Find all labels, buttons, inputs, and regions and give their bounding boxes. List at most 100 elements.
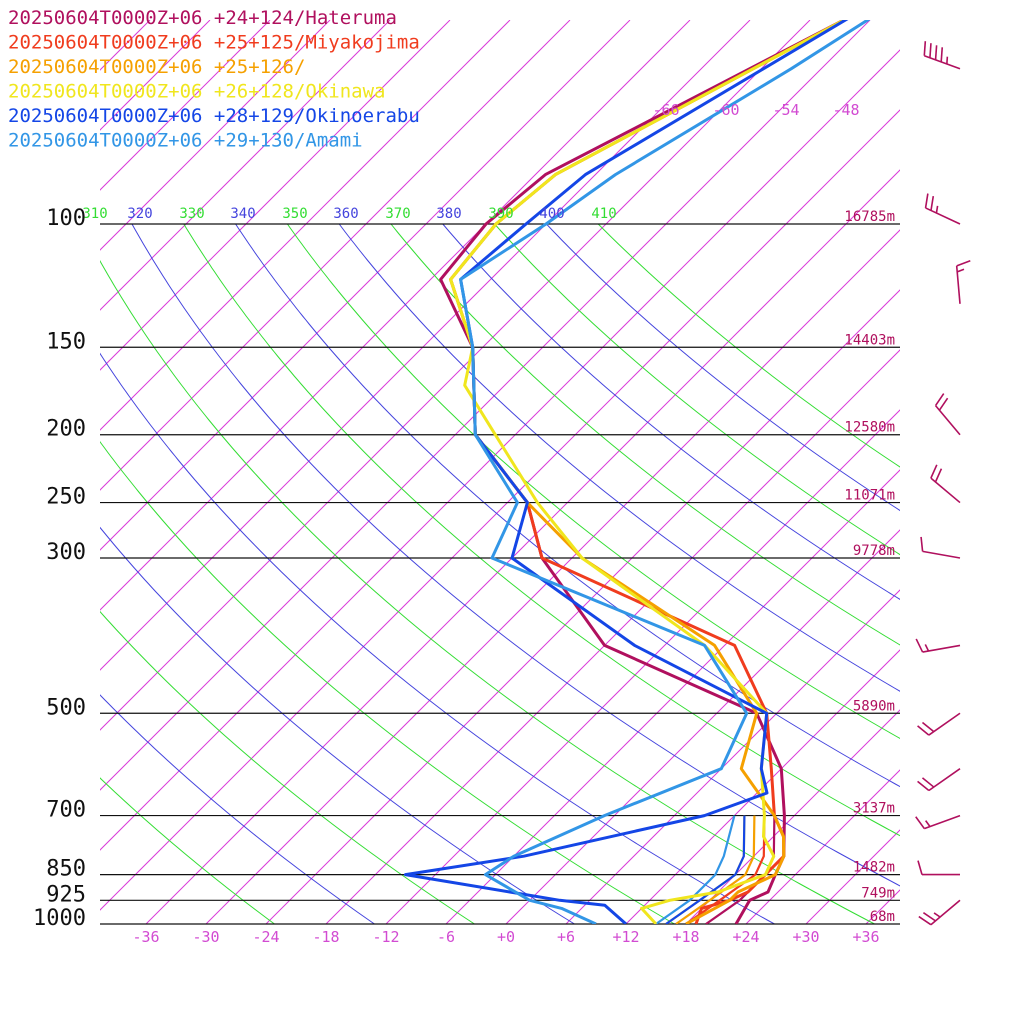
wind-barb-staff (934, 405, 961, 436)
pressure-label: 300 (46, 540, 86, 565)
dry-adiabat-line (390, 223, 900, 646)
wind-barb-staff (924, 54, 961, 70)
height-label: 68m (870, 909, 895, 925)
wind-barb-staff (955, 265, 961, 304)
x-tick-label: +0 (497, 928, 515, 946)
wind-barb-flag (917, 780, 930, 792)
isotherm-line (100, 20, 331, 251)
wind-barb-flag (920, 536, 924, 552)
wind-barb (917, 768, 961, 792)
wind-barb-flag (921, 777, 935, 788)
wind-barb-flag (934, 468, 943, 483)
x-tick-label: -6 (437, 928, 455, 946)
dewpoint-profile-amami (655, 815, 736, 924)
x-tick-label: +12 (612, 928, 639, 946)
isotherm-line (745, 769, 900, 924)
pressure-label: 500 (46, 695, 86, 720)
dry-adiabat-line (131, 223, 900, 887)
x-tick-label: +24 (732, 928, 759, 946)
wind-barb-flag (923, 41, 927, 56)
legend-entry: 20250604T0000Z+06 +26+128/Okinawa (8, 81, 386, 103)
theta-label: 350 (282, 206, 307, 222)
pressure-label: 250 (46, 485, 86, 510)
theta-label: 360 (333, 206, 358, 222)
legend-entry: 20250604T0000Z+06 +29+130/Amami (8, 130, 363, 152)
pressure-label: 150 (46, 329, 86, 354)
wind-barb-staff (928, 712, 961, 736)
legend-entry: 20250604T0000Z+06 +25+126/ (8, 56, 305, 78)
dry-adiabat-line (100, 352, 775, 924)
wind-barb (930, 464, 961, 504)
wind-barb-flag (921, 721, 935, 733)
profile-layer (403, 20, 871, 924)
theta-label: 320 (127, 206, 152, 222)
isotherm-line (100, 20, 871, 791)
height-label: 3137m (853, 801, 895, 817)
dry-adiabat-line (546, 223, 900, 512)
wind-barb-flag (930, 195, 935, 211)
isotherm-line (505, 529, 900, 924)
isotherm-line (265, 289, 900, 924)
isotherm-line (445, 469, 900, 924)
dry-adiabat-line (597, 223, 900, 468)
wind-barb (934, 393, 961, 436)
wind-barb-flag (930, 464, 938, 479)
wind-barb-flag (934, 45, 938, 60)
wind-barb-flag (940, 47, 944, 62)
wind-barb (917, 712, 961, 736)
isotherm-top-label: -60 (712, 101, 739, 119)
x-tick-label: -30 (192, 928, 219, 946)
isotherm-line (145, 169, 900, 924)
wind-barb-half-flag (933, 912, 941, 918)
pressure-label: 1000 (33, 906, 86, 931)
height-label: 16785m (844, 209, 895, 225)
isotherm-line (100, 20, 451, 371)
dry-adiabat-line (442, 223, 900, 600)
isotherm-line (100, 20, 391, 311)
isotherm-line (685, 709, 900, 924)
theta-label: 340 (230, 206, 255, 222)
x-tick-label: +18 (672, 928, 699, 946)
isotherm-top-label: -48 (832, 101, 859, 119)
isotherm-line (385, 409, 900, 924)
legend-entry: 20250604T0000Z+06 +25+125/Miyakojima (8, 32, 420, 54)
pressure-label: 925 (46, 882, 86, 907)
x-tick-label: -18 (312, 928, 339, 946)
temperature-profile-okinoerabu (403, 20, 849, 924)
isotherm-line (100, 20, 751, 671)
legend: 20250604T0000Z+06 +24+124/Hateruma 202506… (8, 7, 420, 152)
label-layer: 310 320 330 340 350 360 370 380 390 400 410 -66 -60 -… (33, 101, 895, 946)
wind-barb (917, 860, 960, 876)
x-tick-label: -36 (132, 928, 159, 946)
height-label: 9778m (853, 543, 895, 559)
wind-barb-staff (922, 644, 961, 653)
wind-barb-half-flag (946, 56, 949, 64)
theta-label: 400 (539, 206, 564, 222)
pressure-label: 850 (46, 857, 86, 882)
isotherm-line (100, 20, 511, 431)
wind-barb (915, 638, 961, 653)
dry-adiabat-line (100, 526, 575, 924)
wind-barb-flag (917, 860, 923, 875)
height-label: 5890m (853, 698, 895, 714)
dry-adiabat-line (183, 223, 900, 837)
x-tick-label: +36 (852, 928, 879, 946)
dewpoint-profile-okinoerabu (665, 815, 746, 924)
isotherm-line (565, 589, 900, 924)
isotherm-line (100, 49, 900, 851)
wind-barb-flag (915, 816, 925, 830)
wind-barb-staff (922, 550, 961, 559)
isotherm-line (625, 649, 900, 924)
isobar-layer (100, 223, 900, 925)
wind-barb (924, 193, 961, 225)
x-tick-label: -12 (372, 928, 399, 946)
wind-barb-flag (922, 912, 936, 922)
isotherm-line (100, 20, 631, 551)
x-tick-label: -24 (252, 928, 279, 946)
theta-label: 390 (488, 206, 513, 222)
x-tick-label: +6 (557, 928, 575, 946)
pressure-label: 100 (46, 206, 86, 231)
isotherm-line (100, 109, 900, 911)
dry-adiabat-line (286, 223, 900, 740)
dry-adiabat-line (100, 440, 675, 924)
